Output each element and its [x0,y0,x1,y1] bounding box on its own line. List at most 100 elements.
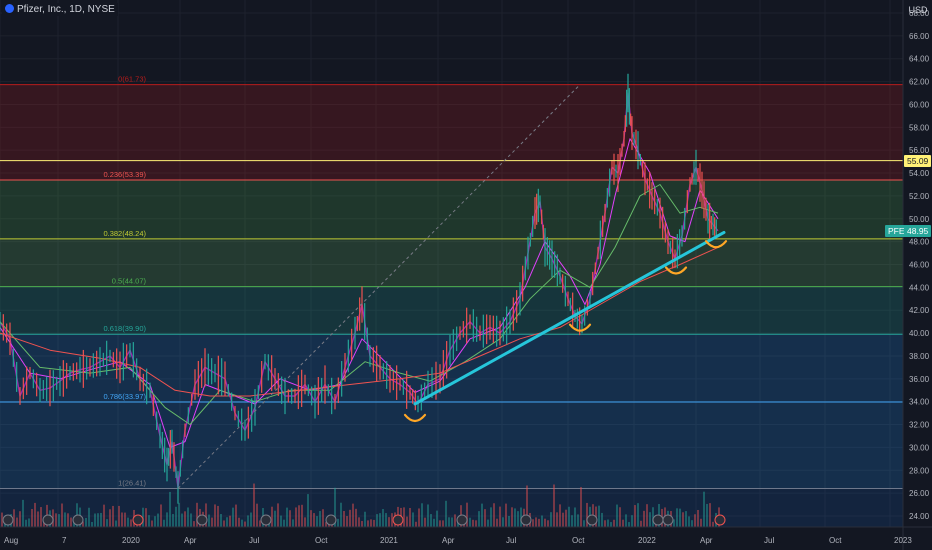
volume-bar [232,507,234,528]
volume-bar [547,520,549,528]
drawings[interactable] [0,84,903,489]
price-tick-label: 30.00 [909,443,930,452]
currency-label[interactable]: USD [908,5,928,15]
volume-bar [193,521,195,528]
volume-bar [292,519,294,528]
swing-low-arc[interactable] [664,266,688,275]
symbol-title: Pfizer, Inc., 1D, NYSE [17,4,115,15]
symbol-header[interactable]: Pfizer, Inc., 1D, NYSE [2,3,118,16]
price-axis[interactable]: 24.00 26.00 28.00 30.00 32.00 34.00 36.00 38.00… [902,0,930,550]
earnings-markers[interactable] [2,514,726,526]
time-tick-label: Jul [249,536,259,545]
volume-bar [412,512,414,528]
swing-low-arc[interactable] [704,240,728,249]
volume-bar [403,507,405,528]
volume-bar [619,507,621,528]
volume-bar [625,514,627,528]
volume-bar [190,513,192,528]
volume-bar [616,504,618,528]
dividend-marker-icon[interactable] [196,514,208,526]
volume-bar [577,514,579,528]
price-tick-label: 66.00 [909,32,930,41]
volume-bar [271,506,273,528]
swing-low-arc[interactable] [568,323,592,332]
dividend-marker-icon[interactable] [260,514,272,526]
earnings-marker-icon[interactable] [392,514,404,526]
volume-bar [67,513,69,528]
fib-level-label: 0.5(44.07) [112,277,147,286]
volume-bar [556,512,558,528]
fibonacci-retracement[interactable]: 0(61.73) 0.236(53.39) 0.382(48.24) 0.5(44.0… [0,75,903,527]
volume-bar [706,503,708,528]
dividend-marker-icon[interactable] [662,514,674,526]
dividend-marker-icon[interactable] [652,514,664,526]
volume-bar [109,509,111,528]
volume-bar [598,505,600,528]
volume-bar [559,504,561,528]
time-axis[interactable]: Aug 7 2020 Apr Jul Oct 2021 Apr Jul Oct 2022 Apr Jul… [0,526,932,545]
dividend-marker-icon[interactable] [586,514,598,526]
volume-bar [154,516,156,528]
volume-bar [538,518,540,528]
dividend-marker-icon[interactable] [2,514,14,526]
volume-bar [280,515,282,528]
volume-bar [37,511,39,528]
dividend-marker-icon[interactable] [42,514,54,526]
volume-bar [553,484,555,528]
volume-bar [478,511,480,528]
volume-bar [571,515,573,528]
volume-bar [307,494,309,528]
volume-bar [454,514,456,528]
volume-bar [466,502,468,528]
dividend-marker-icon[interactable] [325,514,337,526]
fib-level-label: 1(26.41) [118,478,146,487]
time-tick-label: 2023 [894,536,912,545]
volume-bar [535,517,537,528]
dividend-marker-icon[interactable] [72,514,84,526]
volume-bar [418,508,420,528]
volume-bar [196,502,198,528]
volume-bar [91,521,93,528]
volume-bar [469,517,471,528]
volume-bar [208,514,210,528]
volume-bar [28,518,30,528]
volume-bar [685,511,687,528]
volume-bar [166,512,168,528]
price-tick-label: 60.00 [909,100,930,109]
volume-bar [631,515,633,528]
volume-bar [379,513,381,528]
fib-band [0,402,903,489]
price-tick-label: 26.00 [909,489,930,498]
volume-bar [82,521,84,528]
volume-bar [229,515,231,528]
volume-bar [700,518,702,528]
pfizer-logo-icon [5,4,14,13]
time-tick-label: 2020 [122,536,140,545]
volume-bar [361,521,363,528]
dividend-marker-icon[interactable] [520,514,532,526]
fib-diagonal-line[interactable] [177,84,581,489]
volume-bar [64,512,66,528]
earnings-marker-icon[interactable] [132,514,144,526]
volume-bar [1,512,3,528]
price-tick-label: 58.00 [909,123,930,132]
volume-bar [634,505,636,528]
volume-bar [115,520,117,528]
volume-bar [235,504,237,528]
volume-bar [343,511,345,528]
time-tick-label: Oct [315,536,328,545]
fib-level-label: 0.236(53.39) [103,170,146,179]
volume-bar [178,502,180,528]
volume-bar [481,503,483,528]
volume-bar [16,517,18,528]
support-trendline[interactable] [413,230,726,406]
swing-low-arc[interactable] [403,413,427,423]
volume-bar [652,507,654,528]
volume-bar [580,487,582,528]
volume-bar [433,518,435,528]
dividend-marker-icon[interactable] [456,514,468,526]
volume-bar [256,503,258,528]
earnings-marker-icon[interactable] [714,514,726,526]
volume-bar [565,509,567,528]
